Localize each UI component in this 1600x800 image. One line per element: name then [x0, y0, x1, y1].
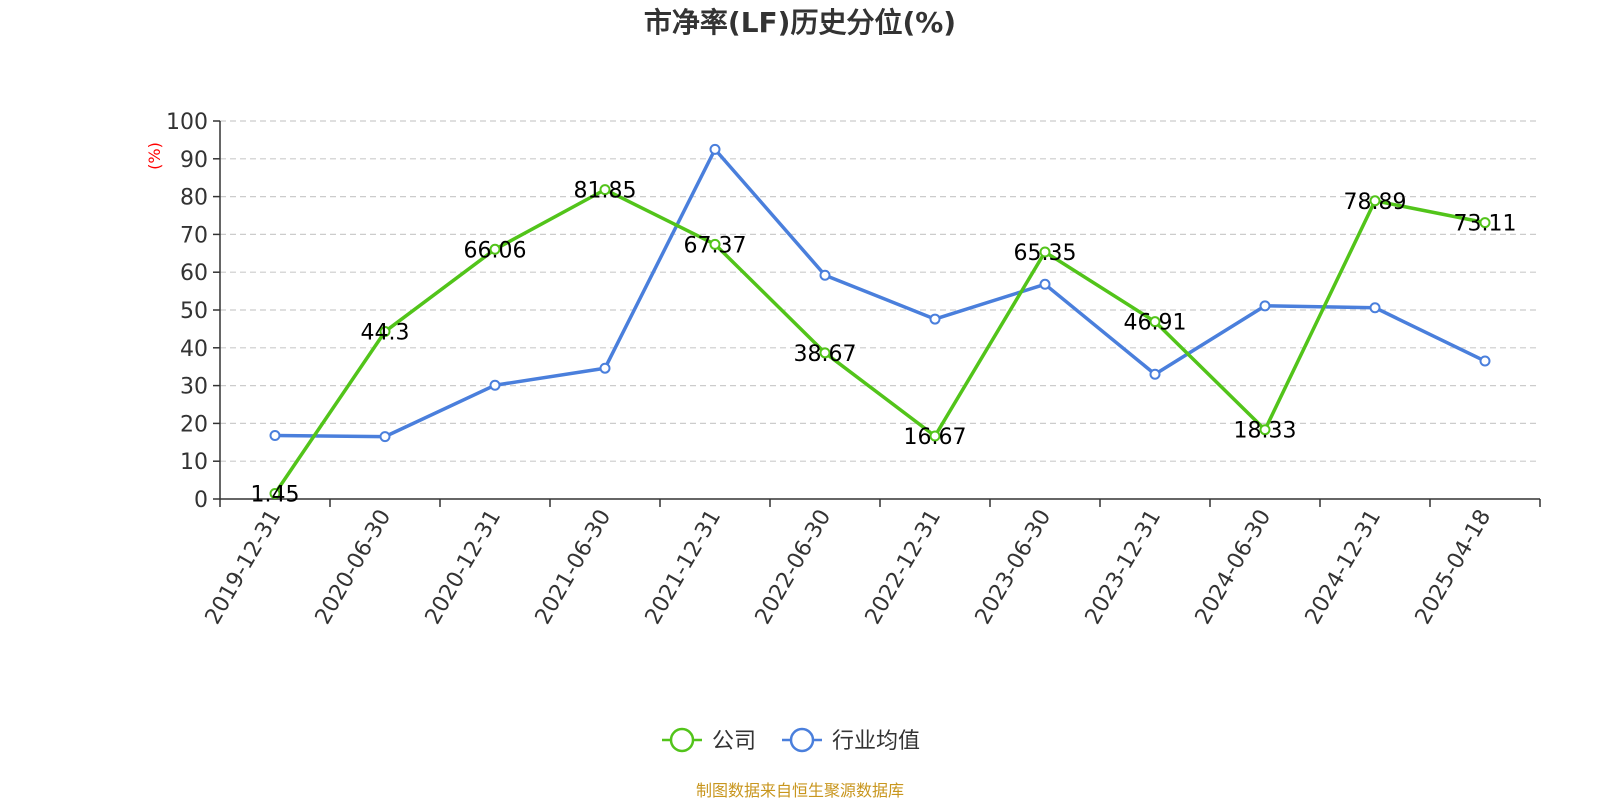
x-tick-label: 2020-06-30 — [311, 506, 397, 629]
data-point — [819, 269, 831, 281]
data-point — [379, 326, 391, 338]
legend-marker-icon — [669, 727, 695, 753]
data-labels: 1.45 44.3 66.06 81.85 67.37 38.67 16.67 65.35 46… — [251, 179, 1517, 508]
y-tick-label: 50 — [180, 299, 208, 324]
data-point — [1479, 355, 1491, 367]
data-point — [1259, 300, 1271, 312]
data-point — [1479, 217, 1491, 229]
data-point — [489, 379, 501, 391]
data-label: 44.3 — [361, 321, 410, 346]
y-axis-label: (%) — [145, 142, 164, 170]
data-point — [1369, 195, 1381, 207]
y-tick-label: 100 — [166, 110, 208, 135]
y-tick-label: 80 — [180, 186, 208, 211]
data-label: 16.67 — [904, 425, 967, 450]
data-point — [1039, 278, 1051, 290]
data-label: 65.35 — [1014, 241, 1077, 266]
x-tick-label: 2021-12-31 — [641, 506, 727, 629]
source-note: 制图数据来自恒生聚源数据库 — [696, 781, 904, 800]
x-tick-label: 2022-12-31 — [861, 506, 947, 629]
data-point — [599, 184, 611, 196]
data-point — [709, 143, 721, 155]
legend-marker-icon — [789, 727, 815, 753]
axes: 0 10 20 30 40 50 60 70 80 90 100 2019-12-31 2020-06-… — [166, 110, 1541, 629]
data-point — [929, 313, 941, 325]
chart-title: 市净率(LF)历史分位(%) — [644, 6, 956, 39]
data-label: 73.11 — [1454, 212, 1517, 237]
x-tick-label: 2023-12-31 — [1081, 506, 1167, 629]
data-point — [1369, 302, 1381, 314]
y-tick-label: 70 — [180, 223, 208, 248]
data-point — [1149, 368, 1161, 380]
data-point — [379, 431, 391, 443]
legend-item[interactable]: 行业均值 — [782, 727, 920, 754]
data-label: 81.85 — [574, 179, 637, 204]
y-tick-label: 20 — [180, 412, 208, 437]
x-tick-label: 2019-12-31 — [201, 506, 287, 629]
series-line — [274, 147, 1486, 439]
gridlines — [220, 120, 1540, 462]
data-label: 18.33 — [1234, 419, 1297, 444]
data-point — [709, 238, 721, 250]
x-tick-label: 2021-06-30 — [531, 506, 617, 629]
data-point — [929, 430, 941, 442]
x-tick-label: 2024-12-31 — [1301, 506, 1387, 629]
y-tick-label: 10 — [180, 450, 208, 475]
x-tick-label: 2025-04-18 — [1411, 506, 1497, 629]
data-label: 38.67 — [794, 342, 857, 367]
legend-item[interactable]: 公司 — [662, 727, 756, 754]
data-point — [1259, 424, 1271, 436]
data-point — [269, 429, 281, 441]
data-label: 78.89 — [1344, 190, 1407, 215]
x-tick-label: 2020-12-31 — [421, 506, 507, 629]
legend[interactable]: 公司 行业均值 — [662, 727, 920, 754]
x-tick-label: 2024-06-30 — [1191, 506, 1277, 629]
data-label: 1.45 — [251, 483, 300, 508]
x-tick-label: 2023-06-30 — [971, 506, 1057, 629]
data-point — [599, 362, 611, 374]
data-point — [489, 243, 501, 255]
x-tick-label: 2022-06-30 — [751, 506, 837, 629]
data-point — [1149, 316, 1161, 328]
y-tick-label: 40 — [180, 337, 208, 362]
data-point — [269, 488, 281, 500]
legend-label: 行业均值 — [832, 729, 920, 754]
data-label: 66.06 — [464, 238, 527, 263]
y-tick-label: 60 — [180, 261, 208, 286]
data-label: 46.91 — [1124, 311, 1187, 336]
series-line — [273, 187, 1486, 495]
y-tick-label: 0 — [194, 488, 208, 513]
data-point — [819, 347, 831, 359]
series-layer — [269, 143, 1491, 500]
legend-label: 公司 — [712, 729, 756, 754]
y-tick-label: 90 — [180, 148, 208, 173]
data-point — [1039, 246, 1051, 258]
data-label: 67.37 — [684, 233, 747, 258]
y-tick-label: 30 — [180, 375, 208, 400]
